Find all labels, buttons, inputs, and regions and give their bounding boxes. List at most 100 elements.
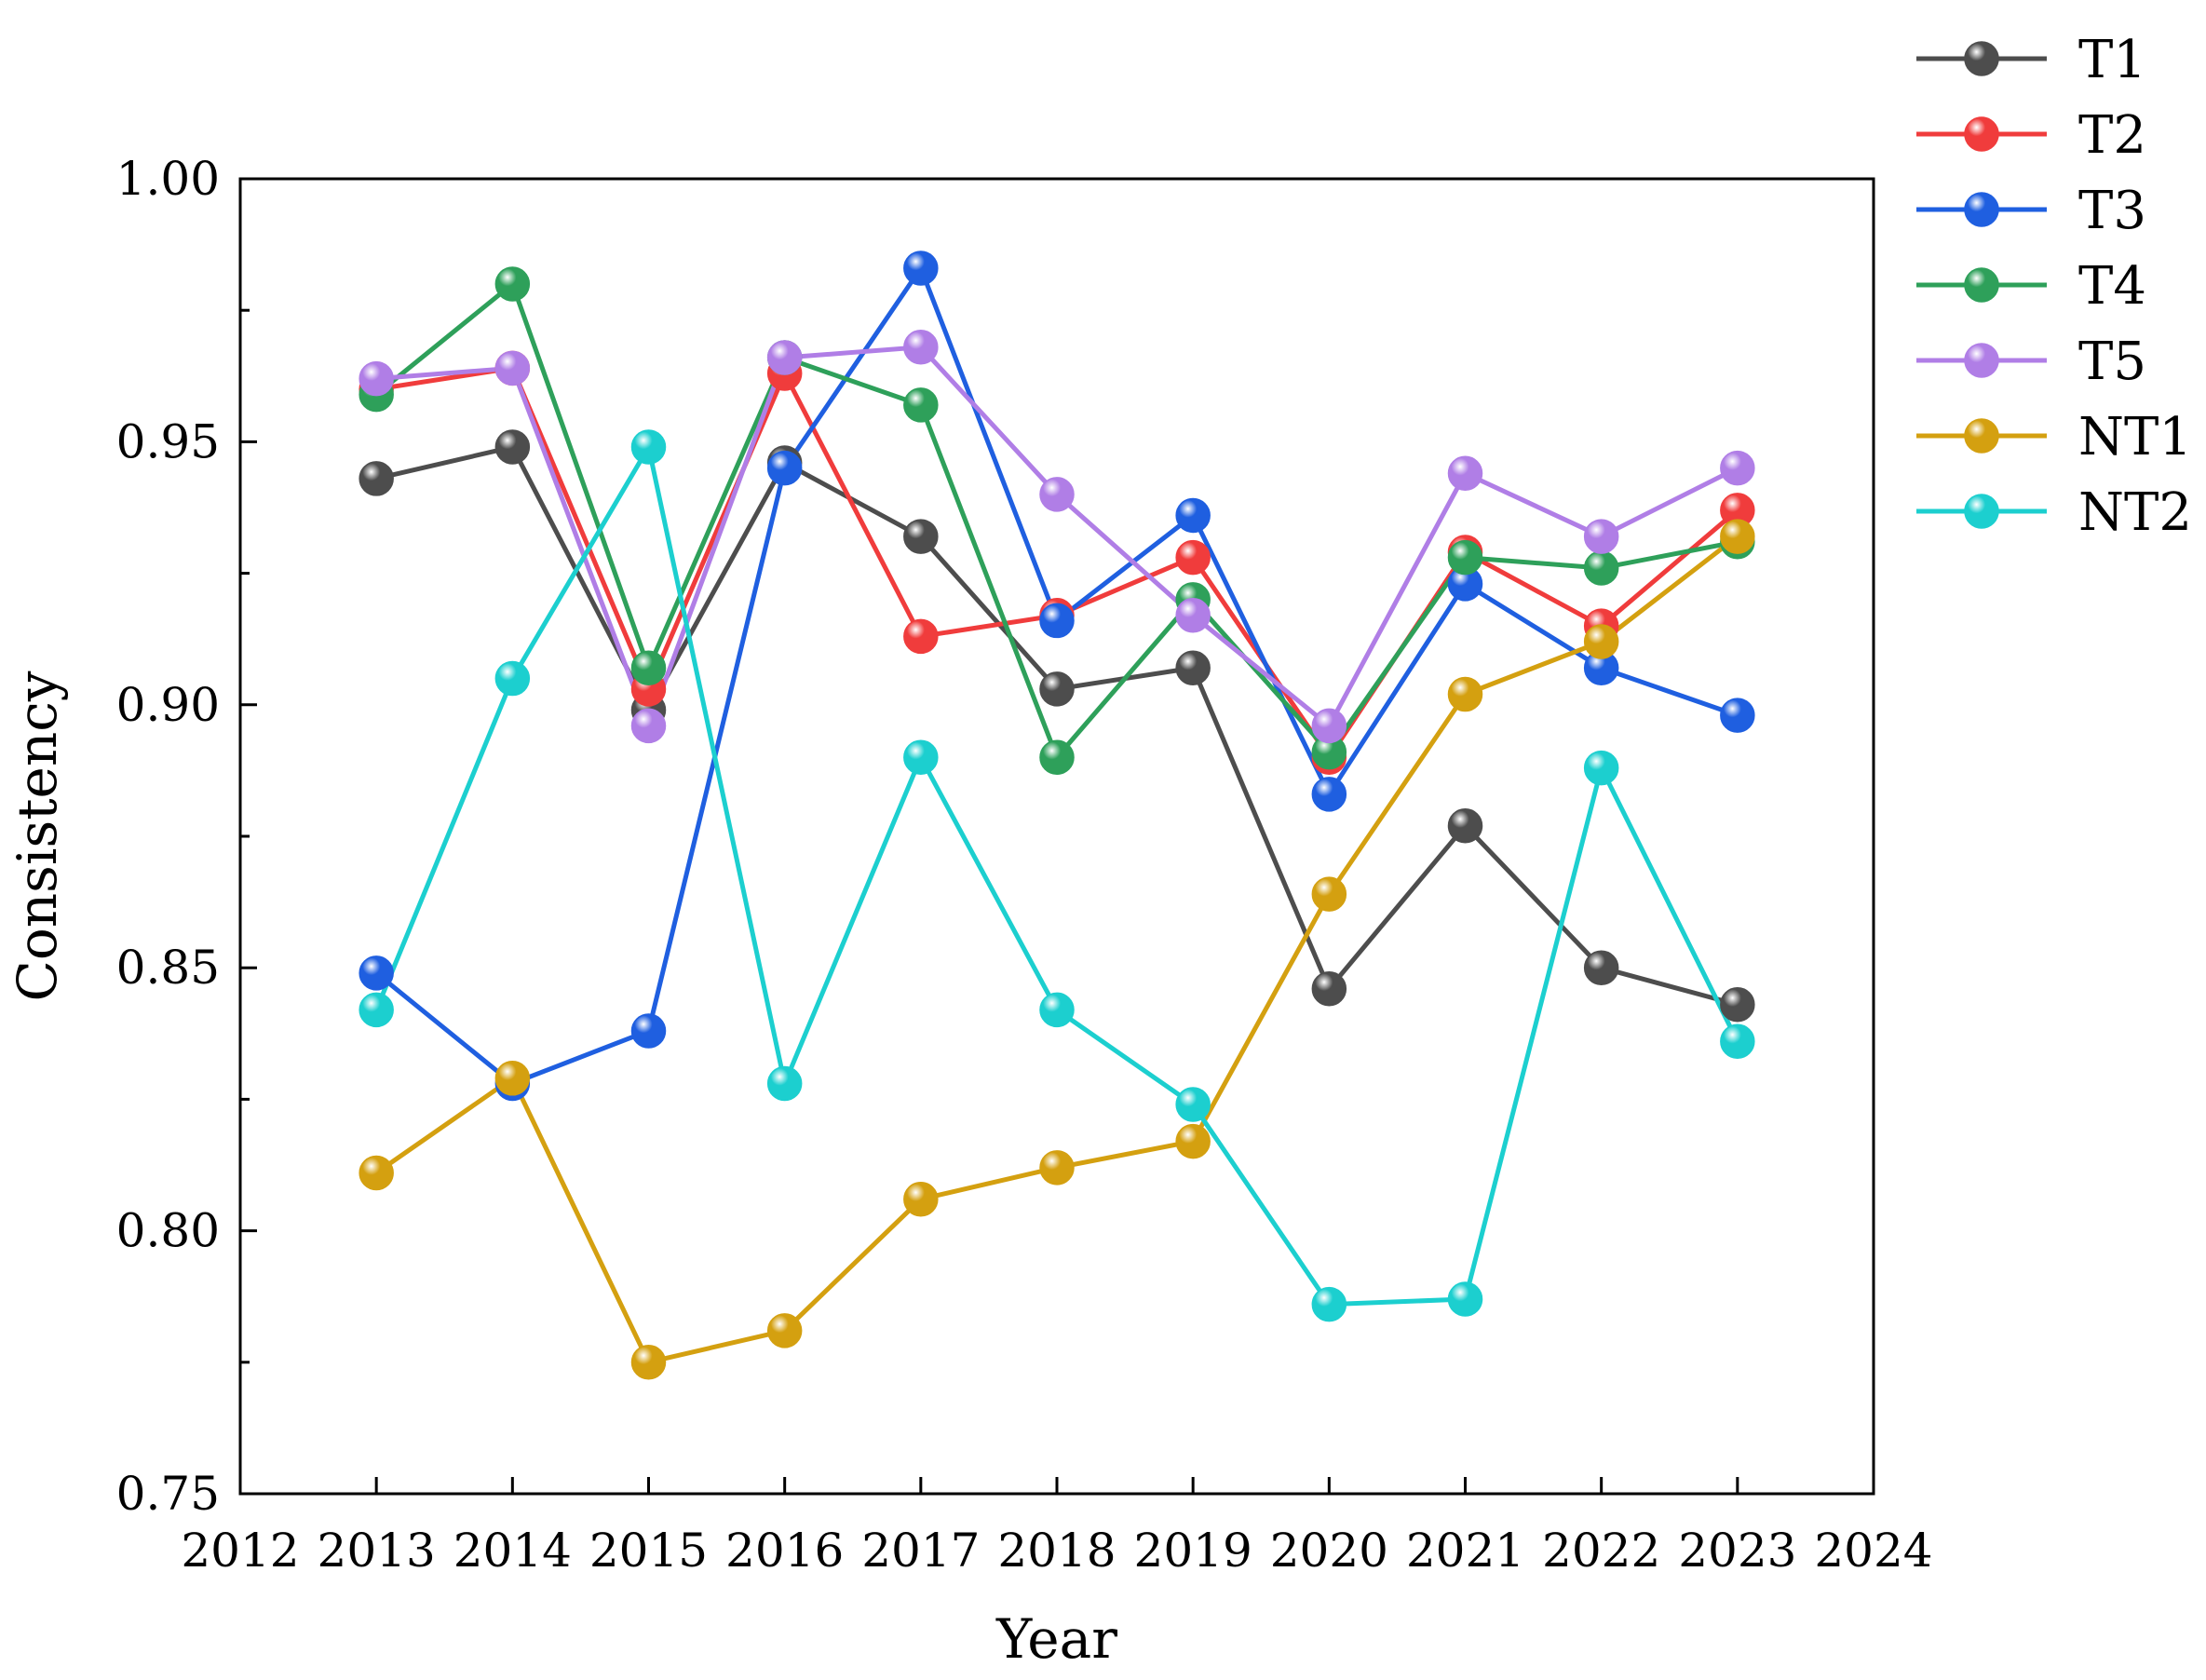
data-point-t5 xyxy=(903,329,939,365)
data-point-nt2 xyxy=(1311,1286,1347,1322)
legend-marker xyxy=(1964,494,1999,529)
data-point-t3 xyxy=(766,450,803,486)
data-point-nt2 xyxy=(630,429,667,465)
data-point-nt2 xyxy=(1039,992,1075,1028)
axes-layer: 0.75 0.80 0.85 0.90 0.95 1.00 2012 2013 2014 2015… xyxy=(116,152,1933,1578)
legend-label: NT2 xyxy=(2078,482,2192,543)
data-point-nt1 xyxy=(1039,1150,1075,1185)
data-point-nt2 xyxy=(1447,1281,1483,1317)
legend-marker xyxy=(1964,267,1999,303)
data-point-nt1 xyxy=(359,1155,394,1191)
y-tick-label: 0.75 xyxy=(116,1467,220,1521)
data-point-nt1 xyxy=(766,1313,803,1348)
legend-label: T1 xyxy=(2078,30,2146,90)
x-tick-label: 2020 xyxy=(1270,1524,1388,1578)
data-point-t1 xyxy=(1583,950,1619,985)
legend-label: NT1 xyxy=(2078,407,2192,467)
legend-label: T5 xyxy=(2078,332,2146,392)
data-point-nt2 xyxy=(1720,1023,1755,1060)
data-point-t4 xyxy=(1447,539,1483,576)
x-tick-label: 2018 xyxy=(997,1524,1116,1578)
x-tick-label: 2022 xyxy=(1542,1524,1660,1578)
x-tick-label: 2016 xyxy=(725,1524,844,1578)
x-tick-label: 2019 xyxy=(1134,1524,1252,1578)
legend-item-t5: T5 xyxy=(1916,332,2146,392)
data-point-nt1 xyxy=(1720,519,1755,554)
data-point-nt1 xyxy=(630,1345,667,1380)
legend-item-nt1: NT1 xyxy=(1916,407,2192,467)
data-point-nt1 xyxy=(494,1061,531,1096)
data-point-nt2 xyxy=(494,660,531,697)
data-point-t1 xyxy=(359,461,394,496)
data-point-nt1 xyxy=(903,1181,939,1217)
legend-label: T3 xyxy=(2078,181,2146,241)
legend-marker xyxy=(1964,116,1999,152)
data-point-nt2 xyxy=(1175,1087,1211,1122)
x-tick-label: 2023 xyxy=(1678,1524,1796,1578)
data-point-t3 xyxy=(1311,777,1347,812)
x-tick-label: 2012 xyxy=(181,1524,299,1578)
data-point-t1 xyxy=(1175,650,1211,686)
data-point-nt1 xyxy=(1175,1123,1211,1159)
legend-marker xyxy=(1964,343,1999,378)
data-point-t5 xyxy=(766,340,803,375)
legend-item-t2: T2 xyxy=(1916,105,2146,166)
data-point-t3 xyxy=(1175,497,1211,534)
legend-marker xyxy=(1964,192,1999,227)
data-point-t5 xyxy=(1447,455,1483,492)
data-point-t5 xyxy=(494,350,531,386)
data-point-t3 xyxy=(903,251,939,286)
data-point-nt1 xyxy=(1447,676,1483,712)
y-axis-title: Consistency xyxy=(6,671,69,1001)
data-point-t1 xyxy=(1039,671,1075,707)
data-point-t5 xyxy=(359,360,394,397)
data-point-t1 xyxy=(494,429,531,465)
data-point-t3 xyxy=(630,1013,667,1049)
data-point-t4 xyxy=(903,387,939,423)
y-tick-label: 0.90 xyxy=(116,678,220,732)
data-point-t5 xyxy=(1583,519,1619,554)
data-point-nt2 xyxy=(766,1065,803,1102)
data-point-nt2 xyxy=(359,992,394,1028)
data-point-nt1 xyxy=(1311,876,1347,912)
legend-label: T4 xyxy=(2078,256,2146,317)
series-layer xyxy=(359,251,1755,1380)
data-point-t2 xyxy=(903,618,939,655)
data-point-t4 xyxy=(630,650,667,686)
data-point-t3 xyxy=(1720,698,1755,733)
x-tick-label: 2021 xyxy=(1406,1524,1524,1578)
legend-item-t1: T1 xyxy=(1916,30,2146,90)
data-point-t5 xyxy=(1720,450,1755,486)
y-tick-label: 0.95 xyxy=(116,414,220,468)
data-point-t4 xyxy=(1583,550,1619,586)
legend-item-t4: T4 xyxy=(1916,256,2146,317)
x-tick-label: 2013 xyxy=(318,1524,436,1578)
data-point-t1 xyxy=(1311,971,1347,1007)
x-axis-title: Year xyxy=(995,1607,1117,1671)
data-point-t4 xyxy=(494,266,531,302)
y-tick-label: 1.00 xyxy=(116,152,220,206)
data-point-t5 xyxy=(1039,477,1075,512)
data-point-nt2 xyxy=(1583,750,1619,786)
data-point-t3 xyxy=(359,955,394,991)
data-point-t1 xyxy=(903,519,939,554)
data-point-t5 xyxy=(1311,708,1347,744)
series-line-nt1 xyxy=(374,535,1739,1365)
data-point-nt2 xyxy=(903,739,939,776)
x-tick-label: 2014 xyxy=(453,1524,572,1578)
data-point-t1 xyxy=(1447,807,1483,844)
data-point-nt1 xyxy=(1583,624,1619,659)
data-point-t3 xyxy=(1039,603,1075,639)
x-tick-label: 2024 xyxy=(1814,1524,1932,1578)
data-point-t5 xyxy=(630,708,667,744)
legend-label: T2 xyxy=(2078,105,2146,166)
x-tick-label: 2015 xyxy=(589,1524,708,1578)
y-tick-label: 0.80 xyxy=(116,1204,220,1258)
legend-item-t3: T3 xyxy=(1916,181,2146,241)
legend-marker xyxy=(1964,418,1999,454)
data-point-t4 xyxy=(1039,739,1075,776)
y-tick-label: 0.85 xyxy=(116,941,220,995)
legend-item-nt2: NT2 xyxy=(1916,482,2192,543)
